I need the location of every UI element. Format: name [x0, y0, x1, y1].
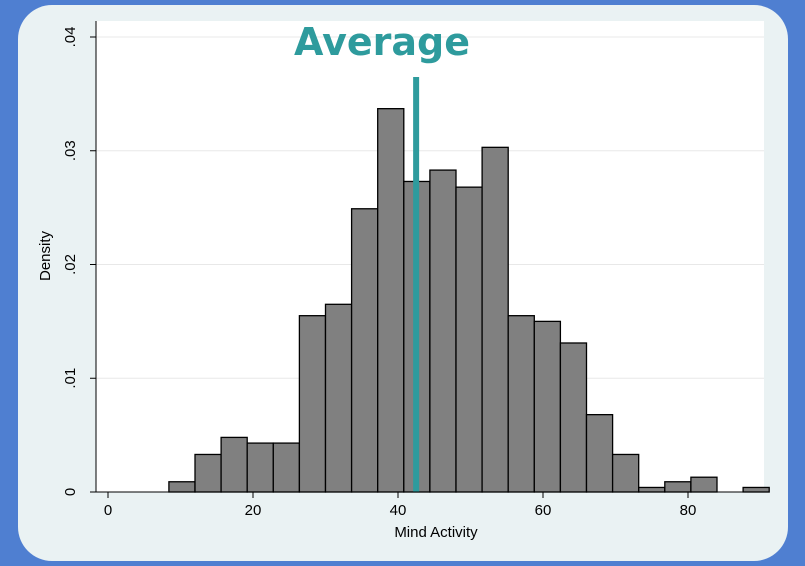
histogram-bar-17: [611, 453, 640, 493]
histogram-bar-1: [194, 453, 222, 493]
y-tick-label-1: .01: [62, 368, 79, 389]
histogram-bar-10: [429, 169, 457, 493]
y-axis-ticks: 0 .01 .02 .03 .04: [62, 27, 96, 496]
histogram-bar-12: [481, 146, 509, 493]
average-label: Average: [294, 20, 470, 64]
x-tick-label-0: 0: [104, 502, 112, 519]
x-axis-ticks: 0 20 40 60 80: [104, 492, 697, 519]
histogram-bar-8: [377, 108, 405, 493]
y-tick-label-4: .04: [62, 27, 79, 48]
histogram-bar-19: [664, 481, 692, 493]
x-axis-label: Mind Activity: [394, 524, 478, 541]
histogram-bar-13: [507, 315, 535, 493]
x-tick-label-1: 20: [245, 502, 262, 519]
axes: [95, 21, 764, 493]
x-tick-label-3: 60: [535, 502, 552, 519]
histogram-bar-18: [638, 486, 666, 493]
histogram-bar-22: [742, 486, 770, 493]
histogram-bar-0: [168, 481, 196, 493]
average-marker: Average: [294, 20, 470, 492]
x-tick-label-2: 40: [390, 502, 407, 519]
histogram-bar-16: [585, 413, 614, 493]
histogram-bars: [168, 108, 770, 493]
histogram-bar-7: [350, 208, 379, 493]
histogram-bar-15: [559, 342, 588, 493]
histogram-bar-11: [455, 186, 483, 493]
histogram-bar-3: [246, 442, 274, 493]
y-axis-label: Density: [37, 230, 54, 281]
histogram-bar-6: [324, 303, 353, 493]
y-tick-label-2: .02: [62, 254, 79, 275]
y-tick-label-3: .03: [62, 140, 79, 161]
x-tick-label-4: 80: [680, 502, 697, 519]
y-tick-label-0: 0: [62, 488, 79, 496]
histogram-bar-4: [272, 442, 301, 493]
histogram-bar-20: [690, 476, 718, 493]
histogram-bar-2: [220, 436, 248, 493]
histogram-bar-5: [298, 315, 327, 493]
histogram-bar-14: [533, 320, 562, 493]
